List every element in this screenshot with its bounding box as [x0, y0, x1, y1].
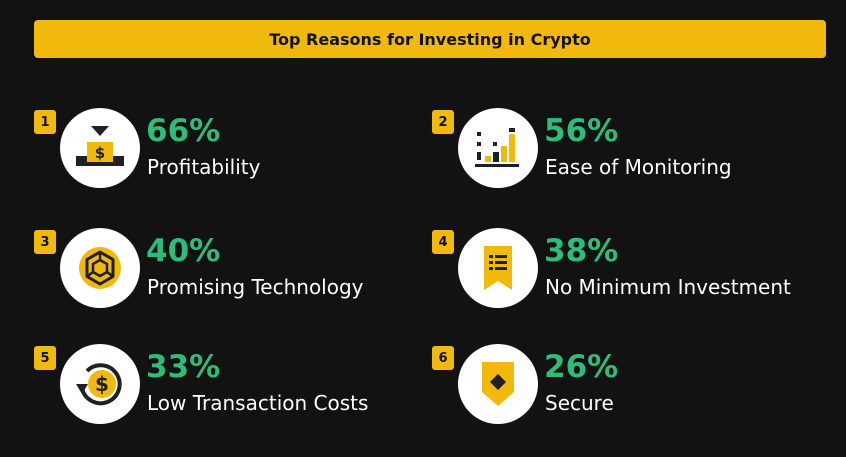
icon-circle: [458, 108, 538, 188]
rank-badge: 4: [432, 230, 454, 254]
rank-badge: 2: [432, 110, 454, 134]
shield-icon: [482, 362, 514, 406]
percent-value: 66%: [146, 113, 221, 149]
reason-label: Profitability: [147, 155, 261, 179]
receipt-icon: [484, 246, 512, 290]
reason-item-ease-of-monitoring: 2 56% Ease of Monitoring: [432, 108, 812, 192]
reason-label: Low Transaction Costs: [147, 391, 369, 415]
dollar-cycle-icon: $: [76, 363, 122, 406]
rank-badge: 6: [432, 346, 454, 370]
reason-label: Ease of Monitoring: [545, 155, 732, 179]
percent-value: 40%: [146, 233, 221, 269]
svg-text:$: $: [95, 144, 105, 162]
reason-item-secure: 6 26% Secure: [432, 344, 812, 428]
reason-label: Secure: [545, 391, 614, 415]
percent-value: 33%: [146, 349, 221, 385]
money-box-icon: $: [76, 126, 124, 166]
svg-text:$: $: [95, 372, 109, 396]
rank-badge: 5: [34, 346, 56, 370]
reason-item-promising-technology: 3 40% Promising Technology: [34, 228, 414, 312]
rank-badge: 1: [34, 110, 56, 134]
reason-item-low-transaction-costs: 5 $ 33% Low Transaction Costs: [34, 344, 414, 428]
icon-circle: [458, 344, 538, 424]
rank-badge: 3: [34, 230, 56, 254]
icon-circle: $: [60, 344, 140, 424]
bar-chart-icon: [475, 128, 519, 167]
reason-item-profitability: 1 $ 66% Profitability: [34, 108, 414, 192]
reason-label: Promising Technology: [147, 275, 364, 299]
page-title: Top Reasons for Investing in Crypto: [269, 29, 591, 49]
icon-circle: $: [60, 108, 140, 188]
reason-label: No Minimum Investment: [545, 275, 791, 299]
icon-circle: [458, 228, 538, 308]
reason-item-no-minimum-investment: 4 38% No Minimum Investment: [432, 228, 812, 312]
percent-value: 38%: [544, 233, 619, 269]
icon-circle: [60, 228, 140, 308]
blockchain-cube-icon: [79, 247, 121, 289]
percent-value: 26%: [544, 349, 619, 385]
percent-value: 56%: [544, 113, 619, 149]
title-banner: Top Reasons for Investing in Crypto: [34, 20, 826, 58]
